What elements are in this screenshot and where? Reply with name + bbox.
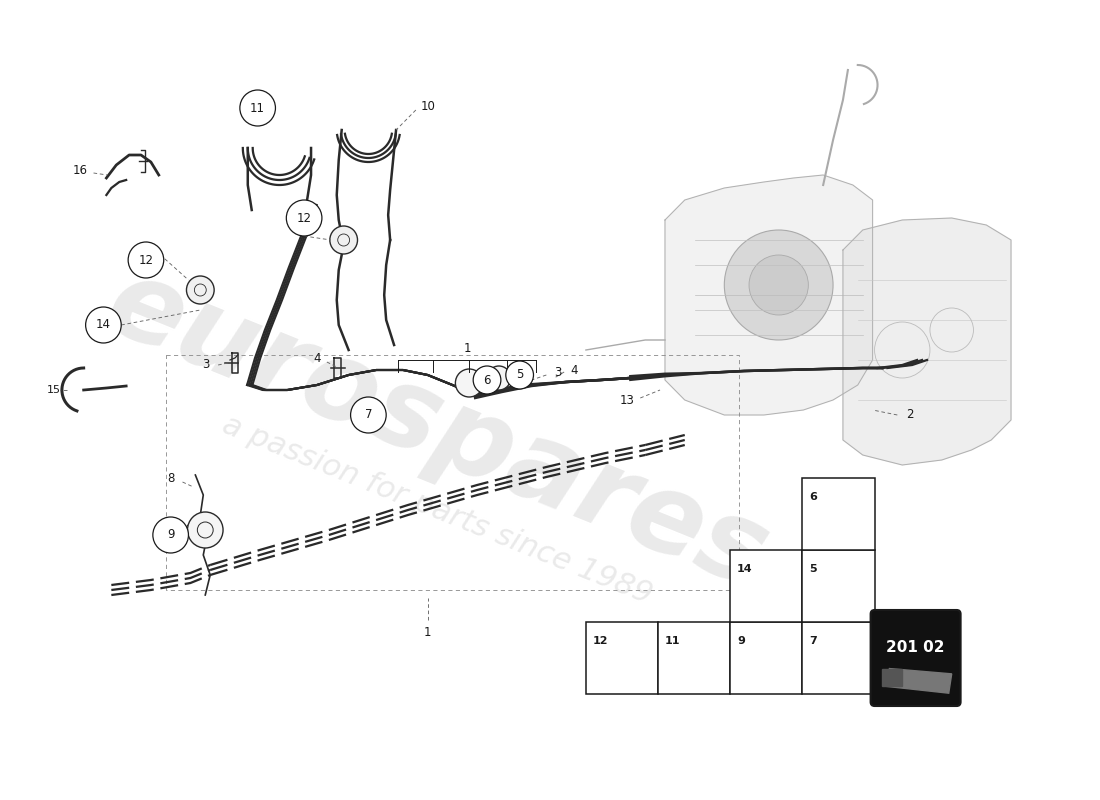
Text: 4: 4 (314, 351, 321, 365)
FancyBboxPatch shape (586, 622, 658, 694)
Circle shape (487, 366, 510, 390)
Polygon shape (882, 669, 902, 686)
Text: 9: 9 (167, 529, 175, 542)
Circle shape (128, 242, 164, 278)
Text: 13: 13 (620, 394, 635, 406)
Text: 8: 8 (167, 471, 174, 485)
Circle shape (330, 226, 358, 254)
Circle shape (187, 276, 214, 304)
Text: 14: 14 (96, 318, 111, 331)
Circle shape (506, 361, 534, 389)
Text: 12: 12 (139, 254, 153, 266)
Text: 6: 6 (483, 374, 491, 386)
Text: 5: 5 (516, 369, 524, 382)
Text: 2: 2 (906, 409, 914, 422)
Text: 3: 3 (554, 366, 562, 379)
Text: 9: 9 (737, 636, 745, 646)
FancyBboxPatch shape (870, 610, 960, 706)
Circle shape (153, 517, 188, 553)
FancyBboxPatch shape (802, 622, 874, 694)
Circle shape (724, 230, 833, 340)
FancyBboxPatch shape (802, 478, 874, 550)
Text: 15: 15 (47, 385, 60, 395)
Polygon shape (666, 175, 872, 415)
Text: 1: 1 (463, 342, 471, 354)
Circle shape (187, 512, 223, 548)
Circle shape (351, 397, 386, 433)
Text: 16: 16 (73, 163, 87, 177)
Circle shape (455, 369, 483, 397)
Text: 14: 14 (737, 564, 752, 574)
Text: a passion for parts since 1989: a passion for parts since 1989 (219, 410, 657, 610)
Circle shape (473, 366, 500, 394)
Text: 1: 1 (424, 626, 431, 638)
Text: 11: 11 (250, 102, 265, 114)
Text: eurospares: eurospares (92, 249, 783, 611)
Circle shape (286, 200, 322, 236)
Circle shape (86, 307, 121, 343)
Polygon shape (843, 218, 1011, 465)
Text: 4: 4 (570, 363, 578, 377)
Text: 201 02: 201 02 (887, 640, 945, 655)
Text: 7: 7 (364, 409, 372, 422)
Circle shape (240, 90, 275, 126)
Text: 3: 3 (202, 358, 210, 371)
Text: 11: 11 (666, 636, 681, 646)
Polygon shape (884, 669, 952, 693)
Text: 5: 5 (810, 564, 817, 574)
Text: 12: 12 (297, 211, 311, 225)
Circle shape (749, 255, 808, 315)
Text: 7: 7 (810, 636, 817, 646)
FancyBboxPatch shape (802, 550, 874, 622)
Text: 10: 10 (420, 99, 436, 113)
FancyBboxPatch shape (730, 550, 802, 622)
FancyBboxPatch shape (658, 622, 730, 694)
Text: 6: 6 (810, 492, 817, 502)
Text: 12: 12 (593, 636, 608, 646)
FancyBboxPatch shape (730, 622, 802, 694)
